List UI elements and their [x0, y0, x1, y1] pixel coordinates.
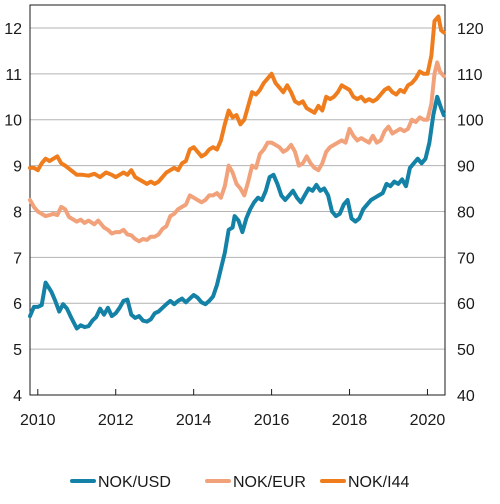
- series-line-nok-eur: [28, 60, 446, 244]
- left-tick-label: 12: [4, 21, 22, 38]
- right-axis-tick-labels: 40 50 60 70 80 90 100 110 120: [457, 21, 484, 405]
- right-tick-label: 70: [457, 250, 475, 267]
- right-tick-label: 100: [457, 113, 484, 130]
- left-tick-label: 8: [13, 204, 22, 221]
- left-tick-label: 9: [13, 159, 22, 176]
- legend-label: NOK/I44: [348, 474, 409, 491]
- right-tick-label: 120: [457, 21, 484, 38]
- x-axis-tick-labels: 2010 2012 2014 2016 2018 2020: [20, 412, 445, 429]
- right-tick-label: 80: [457, 204, 475, 221]
- x-tick-label: 2012: [98, 412, 134, 429]
- legend-label: NOK/USD: [98, 474, 171, 491]
- axes: [29, 4, 446, 396]
- left-tick-label: 11: [5, 67, 22, 84]
- left-tick-label: 5: [13, 342, 22, 359]
- x-tick-label: 2018: [332, 412, 368, 429]
- left-axis-tick-labels: 4 5 6 7 8 9 10 11 12: [4, 21, 22, 405]
- x-tick-label: 2020: [410, 412, 446, 429]
- left-tick-label: 10: [4, 113, 22, 130]
- right-tick-label: 90: [457, 159, 475, 176]
- right-tick-label: 40: [457, 388, 475, 405]
- x-tick-label: 2014: [176, 412, 212, 429]
- x-tick-label: 2016: [254, 412, 290, 429]
- plot-frame: [29, 4, 446, 396]
- x-tick-label: 2010: [20, 412, 56, 429]
- series-line-nok-usd: [28, 94, 446, 331]
- series-line-nok-i44: [28, 14, 446, 186]
- right-tick-label: 50: [457, 342, 475, 359]
- legend: NOK/USD NOK/EUR NOK/I44: [70, 474, 409, 491]
- left-tick-label: 7: [13, 250, 22, 267]
- legend-label: NOK/EUR: [233, 474, 306, 491]
- plot-area: [28, 14, 446, 331]
- right-tick-label: 110: [457, 67, 483, 84]
- right-tick-label: 60: [457, 296, 475, 313]
- left-tick-label: 4: [13, 388, 22, 405]
- left-tick-label: 6: [13, 296, 22, 313]
